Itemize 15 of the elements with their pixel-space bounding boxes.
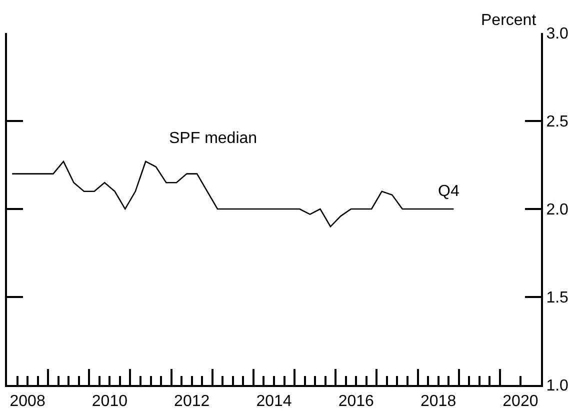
y-tick-label: 1.0 <box>546 378 569 395</box>
y-tick-label: 3.0 <box>546 26 569 43</box>
x-tick-label: 2014 <box>256 393 292 410</box>
x-tick-label: 2018 <box>420 393 456 410</box>
y-tick-label: 1.5 <box>546 290 569 307</box>
y-tick-label: 2.5 <box>546 114 569 131</box>
x-tick-label: 2010 <box>92 393 128 410</box>
y-axis-title: Percent <box>481 12 537 29</box>
annotation: Q4 <box>438 183 460 200</box>
x-tick-label: 2020 <box>502 393 538 410</box>
y-tick-label: 2.0 <box>546 202 569 219</box>
series-label: SPF median <box>169 130 258 147</box>
x-tick-label: 2008 <box>10 393 46 410</box>
x-tick-label: 2016 <box>338 393 374 410</box>
x-tick-label: 2012 <box>174 393 210 410</box>
